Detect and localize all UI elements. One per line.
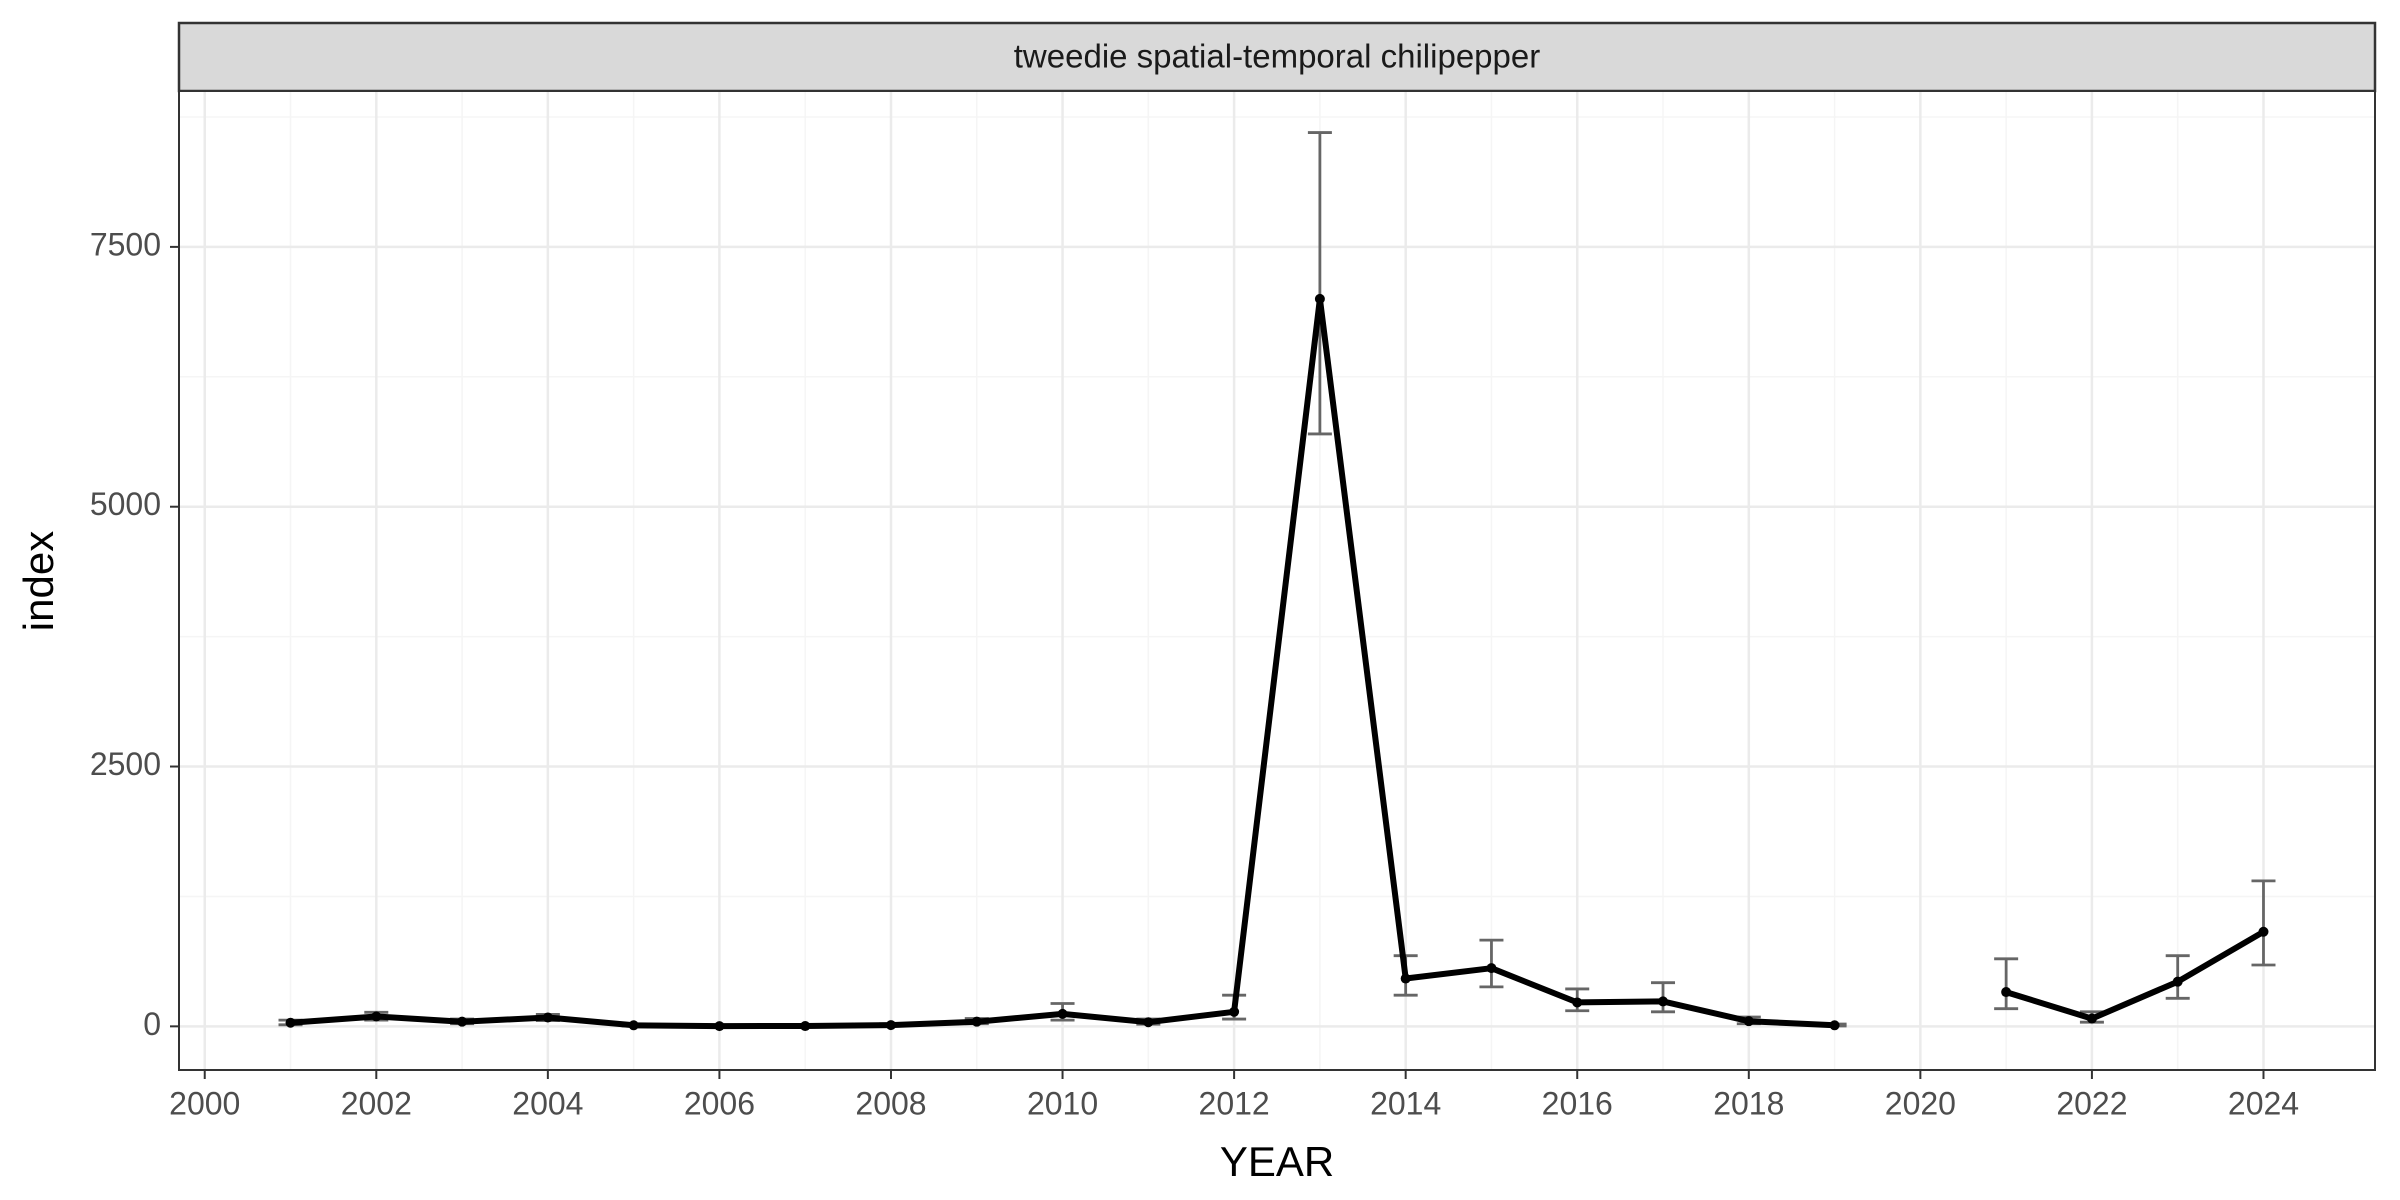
data-point <box>1829 1020 1840 1031</box>
data-point <box>285 1017 296 1028</box>
x-tick-label: 2022 <box>2056 1085 2127 1121</box>
data-point <box>1743 1016 1754 1027</box>
y-tick-label: 0 <box>143 1006 161 1042</box>
grid <box>179 91 2375 1070</box>
data-point <box>885 1020 896 1031</box>
panel-border <box>178 90 2376 1071</box>
strip-background <box>177 21 2377 93</box>
data-point <box>2001 987 2012 998</box>
data-point <box>1057 1008 1068 1019</box>
x-tick-label: 2012 <box>1199 1085 1270 1121</box>
data-point <box>542 1012 553 1023</box>
data-points <box>285 293 2269 1032</box>
data-point <box>371 1011 382 1022</box>
x-tick-label: 2020 <box>1885 1085 1956 1121</box>
data-point <box>971 1016 982 1027</box>
data-point <box>800 1021 811 1032</box>
y-tick-label: 5000 <box>90 486 161 522</box>
data-point <box>1658 996 1669 1007</box>
x-tick-label: 2018 <box>1713 1085 1784 1121</box>
data-point <box>1314 293 1325 304</box>
data-point <box>714 1021 725 1032</box>
x-axis: 2000 2002 2004 2006 2008 2010 2012 2014 2016 2018… <box>169 1070 2299 1121</box>
y-tick-label: 2500 <box>90 746 161 782</box>
data-point <box>1486 963 1497 974</box>
x-tick-label: 2010 <box>1027 1085 1098 1121</box>
x-tick-label: 2002 <box>341 1085 412 1121</box>
data-point <box>1400 973 1411 984</box>
x-tick-label: 2004 <box>512 1085 583 1121</box>
series-line <box>2003 928 2267 1022</box>
data-point <box>2258 926 2269 937</box>
x-tick-label: 2014 <box>1370 1085 1441 1121</box>
x-tick-label: 2006 <box>684 1085 755 1121</box>
data-point <box>628 1020 639 1031</box>
plot-background <box>179 91 2375 1070</box>
data-point <box>1572 997 1583 1008</box>
x-tick-label: 2024 <box>2228 1085 2299 1121</box>
error-bar <box>2251 879 2276 967</box>
y-axis: 0 2500 5000 7500 <box>90 226 179 1042</box>
data-point <box>1143 1017 1154 1028</box>
x-tick-label: 2000 <box>169 1085 240 1121</box>
x-axis-title: YEAR <box>1220 1138 1334 1185</box>
x-tick-label: 2016 <box>1542 1085 1613 1121</box>
data-point <box>2172 976 2183 987</box>
y-tick-label: 7500 <box>90 226 161 262</box>
x-tick-label: 2008 <box>855 1085 926 1121</box>
error-bar <box>1994 957 2019 1011</box>
panel-title: tweedie spatial-temporal chilipepper <box>1014 38 1540 75</box>
data-point <box>2086 1013 2097 1024</box>
data-point <box>457 1016 468 1027</box>
data-point <box>1229 1006 1240 1017</box>
error-bar <box>1307 131 1332 436</box>
y-axis-title: index <box>15 531 62 631</box>
